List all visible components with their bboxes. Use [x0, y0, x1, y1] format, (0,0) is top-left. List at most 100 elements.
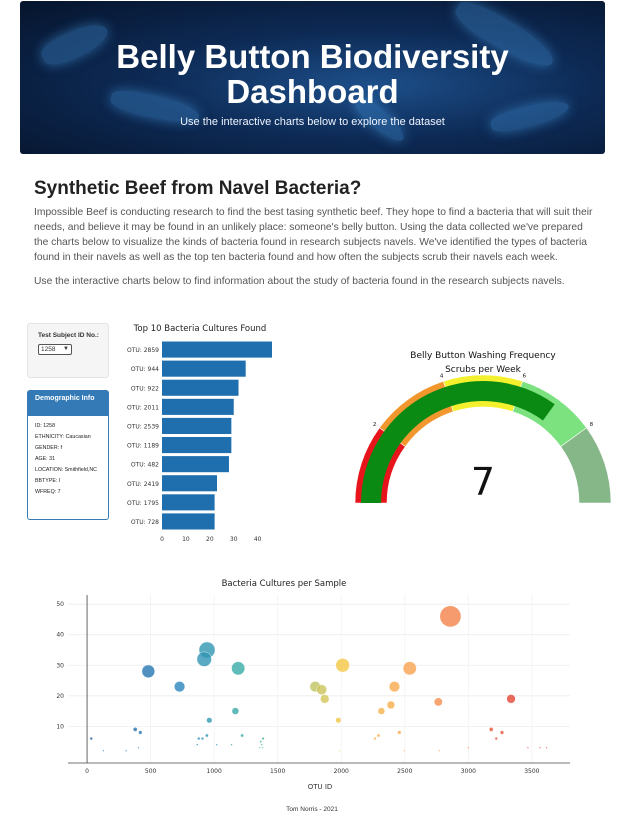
bar-category-label: OTU: 2419	[127, 481, 159, 488]
bubble-x-axis-label: OTU ID	[308, 783, 333, 791]
bubble-point	[545, 746, 548, 749]
gauge-value-number: 7	[471, 460, 495, 504]
bubble-point	[376, 733, 381, 738]
title-line-1: Belly Button Biodiversity	[116, 38, 509, 75]
bar	[162, 513, 215, 530]
demographic-line: GENDER: f	[35, 445, 63, 451]
bar	[162, 417, 232, 434]
bubble-point	[316, 684, 327, 695]
bubble-x-tick-label: 1000	[207, 768, 222, 775]
demographic-panel-body: ID: 1258 ETHNICITY: Caucasian GENDER: f …	[28, 416, 108, 507]
bubble-point	[506, 694, 516, 704]
washing-frequency-gauge[interactable]: Belly Button Washing Frequency Scrubs per…	[352, 345, 614, 515]
bubble-point	[538, 746, 541, 749]
page-subtitle: Use the interactive charts below to expl…	[180, 116, 445, 128]
demographic-line: LOCATION: Smithfield,NC	[35, 467, 98, 473]
bubble-point	[261, 746, 264, 749]
bar-category-label: OTU: 2859	[127, 347, 159, 354]
bar-x-tick-label: 0	[160, 536, 164, 543]
bar	[162, 398, 234, 415]
bubble-point	[230, 743, 233, 746]
bubble-point	[389, 681, 400, 693]
bubble-point	[138, 730, 143, 735]
bubble-point	[260, 743, 263, 746]
bar-category-label: OTU: 1795	[127, 500, 159, 507]
subject-select[interactable]: 1258 ▼	[38, 344, 72, 355]
bubble-point	[335, 717, 342, 724]
bar	[162, 360, 246, 377]
bubble-point	[467, 746, 470, 749]
bubble-point	[196, 743, 199, 746]
gauge-tick-label: 8	[590, 422, 594, 428]
bubble-x-tick-label: 0	[85, 768, 89, 775]
bubble-x-tick-label: 2500	[397, 768, 412, 775]
bubble-point	[433, 697, 443, 707]
intro-heading: Synthetic Beef from Navel Bacteria?	[34, 178, 362, 199]
bubble-point	[258, 746, 261, 749]
chevron-down-icon: ▼	[63, 346, 69, 352]
bubble-point	[403, 749, 406, 752]
page-title: Belly Button Biodiversity Dashboard	[20, 39, 605, 109]
bubble-point	[439, 605, 462, 628]
bar-x-tick-label: 30	[230, 536, 238, 543]
bubble-point	[125, 749, 128, 752]
subject-selector-well: Test Subject ID No.: 1258 ▼	[27, 323, 109, 378]
bubble-x-tick-label: 500	[145, 768, 157, 775]
bar-category-label: OTU: 944	[131, 366, 159, 373]
header-banner: Belly Button Biodiversity Dashboard Use t…	[20, 1, 605, 154]
gauge-tick-label: 2	[373, 422, 377, 428]
intro-section: Synthetic Beef from Navel Bacteria? Impo…	[34, 178, 594, 298]
bubble-point	[197, 736, 201, 741]
bubble-point	[231, 661, 246, 676]
demographic-panel-title: Demographic Info	[28, 391, 108, 416]
bubble-point	[102, 749, 105, 752]
bubble-point	[438, 749, 441, 752]
bubble-point	[89, 736, 93, 741]
bubble-point	[205, 733, 209, 738]
bubble-point	[206, 717, 213, 724]
demographic-line: ETHNICITY: Caucasian	[35, 434, 91, 440]
gauge-step	[560, 427, 612, 504]
subject-select-label: Test Subject ID No.:	[38, 332, 99, 339]
bar	[162, 456, 229, 473]
demographic-line: ID: 1258	[35, 423, 56, 429]
bubble-point	[132, 727, 138, 732]
bubble-point	[373, 736, 377, 741]
bubble-point	[488, 727, 494, 732]
bubble-y-tick-label: 30	[56, 662, 64, 669]
bubble-y-tick-label: 40	[56, 632, 64, 639]
demographic-line: BBTYPE: I	[35, 478, 61, 484]
bubble-point	[141, 664, 155, 679]
bubble-point	[338, 749, 341, 752]
bar-category-label: OTU: 2011	[127, 404, 159, 411]
bubble-x-tick-label: 3500	[524, 768, 539, 775]
demographic-line: WFREQ: 7	[35, 489, 61, 495]
bar-x-tick-label: 10	[182, 536, 190, 543]
bubble-point	[526, 746, 529, 749]
demographic-panel: Demographic Info ID: 1258 ETHNICITY: Cau…	[27, 390, 109, 520]
bubble-point	[402, 661, 417, 676]
bar	[162, 379, 239, 396]
bubble-point	[377, 707, 386, 715]
bubble-point	[261, 736, 265, 741]
bubble-point	[137, 746, 140, 749]
bar	[162, 494, 215, 511]
bubble-point	[320, 694, 330, 704]
bar	[162, 475, 217, 492]
bubble-x-tick-label: 2000	[334, 768, 349, 775]
bar	[162, 341, 272, 358]
bar-category-label: OTU: 922	[131, 385, 159, 392]
gauge-tick-label: 10	[614, 501, 615, 507]
gauge-title: Belly Button Washing Frequency	[410, 351, 556, 361]
bubble-point	[397, 730, 402, 735]
bubble-point	[335, 658, 350, 673]
bubble-point	[386, 700, 396, 710]
bubble-point	[259, 740, 263, 743]
title-line-2: Dashboard	[226, 73, 399, 110]
bar-chart-title: Top 10 Bacteria Cultures Found	[133, 324, 267, 334]
top-ten-bar-chart[interactable]: Top 10 Bacteria Cultures Found OTU: 2859 O…	[112, 318, 344, 548]
bubble-point	[240, 733, 244, 738]
bar-category-label: OTU: 2539	[127, 423, 159, 430]
gauge-value-bar	[361, 381, 555, 503]
